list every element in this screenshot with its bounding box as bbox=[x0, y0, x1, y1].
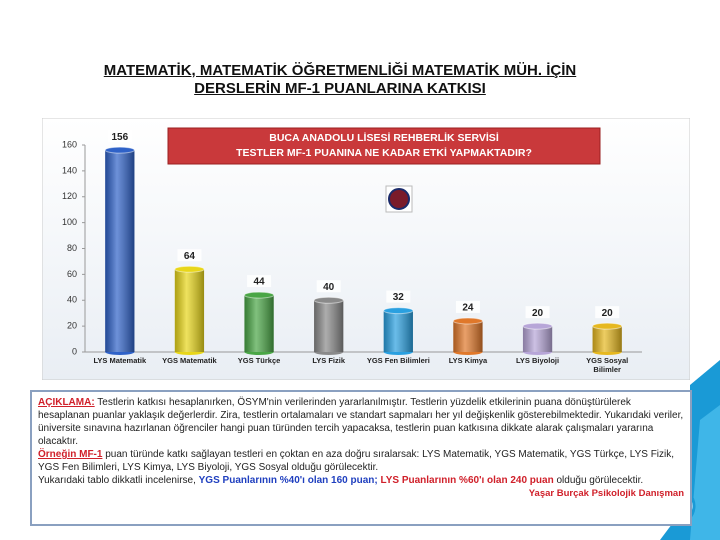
x-tick-label-box: LYS Matematik bbox=[93, 356, 147, 365]
text-segment: AÇIKLAMA: bbox=[38, 397, 95, 408]
x-tick-label: LYS Matematik bbox=[93, 356, 147, 365]
value-label: 40 bbox=[323, 282, 335, 293]
bar-cap bbox=[174, 265, 205, 273]
text-segment: olduğu görülecektir. bbox=[553, 475, 644, 486]
explanation-box: AÇIKLAMA: Testlerin katkısı hesaplanırke… bbox=[30, 390, 692, 526]
bar-cap bbox=[452, 317, 484, 325]
bar-shading bbox=[244, 295, 274, 352]
slide-title: MATEMATİK, MATEMATİK ÖĞRETMENLİĞİ MATEMA… bbox=[103, 62, 577, 97]
banner bbox=[167, 127, 601, 165]
bar-cap bbox=[313, 296, 344, 304]
bar-cap bbox=[522, 322, 553, 330]
value-label-bg bbox=[386, 290, 411, 303]
text-segment: puan türünde katkı sağlayan testleri en … bbox=[38, 449, 675, 473]
paragraph: Örneğin MF-1 puan türünde katkı sağlayan… bbox=[38, 448, 684, 474]
y-tick-label: 120 bbox=[62, 191, 77, 201]
value-label-bg bbox=[177, 249, 202, 262]
x-tick-label: YGS Sosyal Bilimler bbox=[586, 356, 629, 374]
value-label: 44 bbox=[254, 277, 266, 288]
value-label-bg bbox=[316, 280, 341, 293]
x-tick-label-box: YGS Matematik bbox=[162, 356, 217, 365]
corner-shape bbox=[690, 405, 720, 540]
x-tick-label-box: YGS Sosyal Bilimler bbox=[586, 356, 629, 374]
y-tick-label: 80 bbox=[67, 243, 77, 253]
x-tick-label-box: YGS Türkçe bbox=[237, 356, 281, 365]
text-segment: Örneğin MF-1 bbox=[38, 449, 103, 460]
value-label-bg bbox=[525, 306, 550, 319]
x-tick-label: YGS Türkçe bbox=[237, 356, 281, 365]
x-tick-label-box: YGS Fen Bilimleri bbox=[366, 356, 430, 365]
value-label: 32 bbox=[393, 292, 405, 303]
y-tick-label: 100 bbox=[62, 217, 77, 227]
bar-shading bbox=[592, 326, 622, 352]
bar-shading bbox=[522, 326, 553, 352]
paragraph: Yukarıdaki tablo dikkatli incelenirse, Y… bbox=[38, 474, 684, 487]
x-tick-label: YGS Matematik bbox=[162, 356, 217, 365]
x-tick-label: LYS Kimya bbox=[448, 356, 488, 365]
bar-cap bbox=[592, 322, 623, 330]
bar-shading bbox=[314, 300, 344, 352]
y-tick-label: 160 bbox=[62, 139, 77, 149]
x-tick-label: LYS Biyoloji bbox=[516, 356, 560, 365]
y-tick-label: 40 bbox=[67, 295, 77, 305]
bar-shading bbox=[453, 320, 483, 352]
y-tick-label: 20 bbox=[67, 321, 77, 331]
value-label: 24 bbox=[462, 303, 474, 314]
value-label-bg bbox=[595, 306, 620, 319]
banner-line: BUCA ANADOLU LİSESİ REHBERLİK SERVİSİ bbox=[269, 131, 499, 144]
value-label: 20 bbox=[532, 308, 544, 319]
value-label: 20 bbox=[602, 308, 614, 319]
paragraph: AÇIKLAMA: Testlerin katkısı hesaplanırke… bbox=[38, 396, 684, 448]
text-segment: YGS Puanlarının %40'ı olan 160 puan; bbox=[198, 475, 378, 486]
chart: BUCA ANADOLU LİSESİ REHBERLİK SERVİSİ TE… bbox=[42, 118, 690, 380]
y-tick-label: 0 bbox=[72, 346, 77, 356]
bar-shading bbox=[383, 310, 413, 352]
x-tick-label: LYS Fizik bbox=[312, 356, 346, 365]
value-label: 156 bbox=[111, 132, 128, 143]
emblem bbox=[388, 188, 410, 210]
signature: Yaşar Burçak Psikolojik Danışman bbox=[528, 488, 684, 499]
x-tick-label-box: LYS Kimya bbox=[448, 356, 488, 365]
x-tick-label-box: LYS Biyoloji bbox=[516, 356, 560, 365]
text-segment: Yukarıdaki tablo dikkatli incelenirse, bbox=[38, 475, 199, 486]
text-segment: LYS Puanlarının %60'ı olan 240 puan bbox=[380, 475, 554, 486]
value-label-bg bbox=[455, 300, 480, 313]
y-tick-label: 140 bbox=[62, 165, 77, 175]
bar-shading bbox=[105, 150, 135, 352]
y-tick-label: 60 bbox=[67, 269, 77, 279]
bar-shading bbox=[174, 269, 205, 352]
bar-cap bbox=[383, 307, 414, 315]
value-label-bg bbox=[107, 130, 132, 143]
bar-cap bbox=[104, 146, 135, 154]
value-label: 64 bbox=[184, 251, 196, 262]
x-tick-label-box: LYS Fizik bbox=[312, 356, 346, 365]
bar-cap bbox=[243, 291, 275, 299]
value-label-bg bbox=[247, 275, 272, 288]
x-tick-label: YGS Fen Bilimleri bbox=[366, 356, 430, 365]
text-segment: Testlerin katkısı hesaplanırken, ÖSYM'ni… bbox=[38, 397, 684, 447]
banner-line: TESTLER MF-1 PUANINA NE KADAR ETKİ YAPMA… bbox=[236, 146, 532, 159]
